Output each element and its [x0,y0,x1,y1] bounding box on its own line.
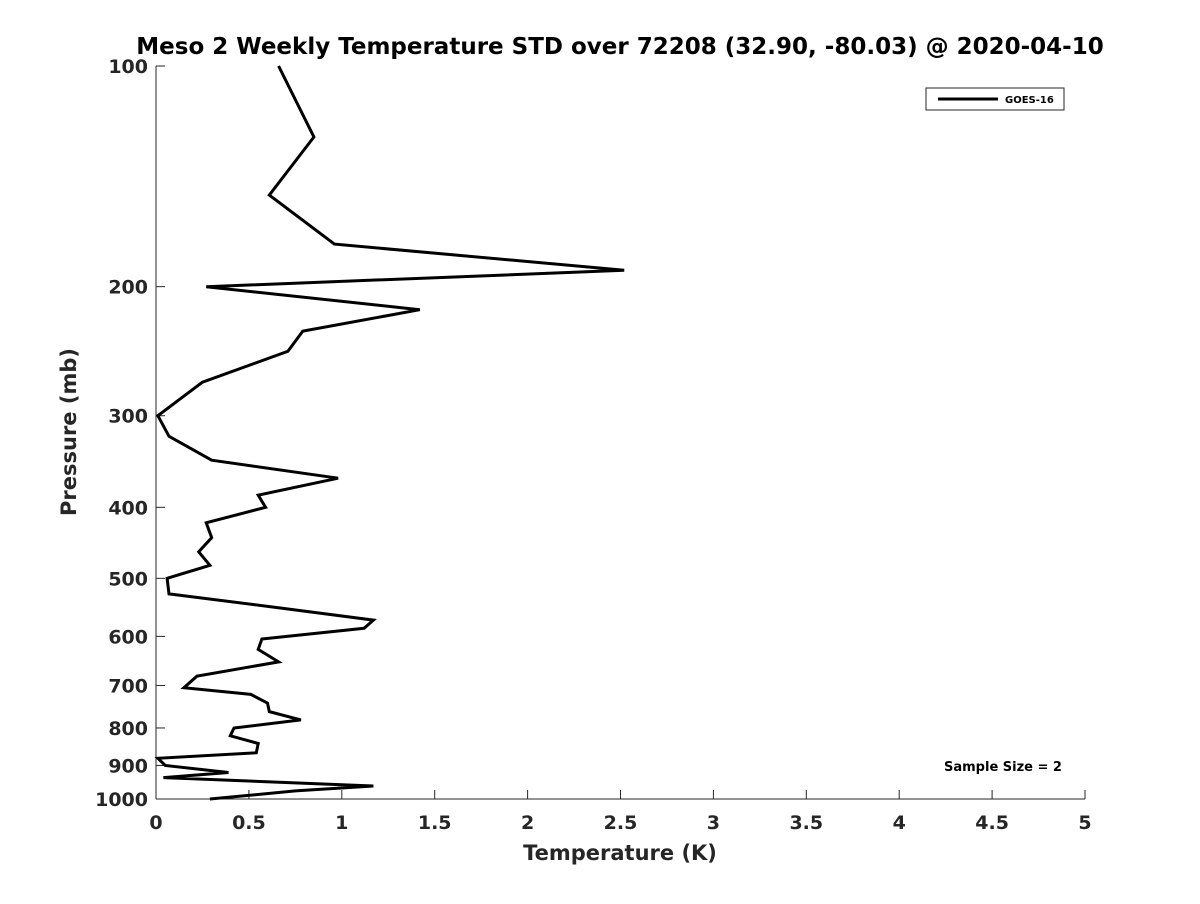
y-axis-label: Pressure (mb) [57,348,81,516]
x-tick-label: 1 [335,812,348,834]
x-tick-label: 2.5 [604,812,638,834]
y-tick-label: 400 [108,497,148,519]
chart-title: Meso 2 Weekly Temperature STD over 72208… [136,34,1103,60]
y-tick-label: 100 [108,56,148,78]
y-axis-ticks: 100 200 300 400 500 600 700 800 900 1000 [95,56,165,811]
x-tick-label: 0.5 [232,812,266,834]
legend: GOES-16 [925,87,1065,111]
sample-size-annotation: Sample Size = 2 [944,760,1062,775]
y-tick-label: 700 [108,675,148,697]
series-line-goes-16 [154,65,625,801]
x-axis-ticks: 0 0.5 1 1.5 2 2.5 3 3.5 4 4.5 5 [149,790,1092,834]
y-tick-label: 900 [108,755,148,777]
x-tick-label: 3 [707,812,720,834]
x-tick-label: 4.5 [975,812,1009,834]
y-tick-label: 300 [108,406,148,428]
plot-area [156,66,1085,799]
x-tick-label: 2 [521,812,534,834]
y-tick-label: 600 [108,626,148,648]
plot-axes: 0 0.5 1 1.5 2 2.5 3 3.5 4 4.5 5 100 200 300 400 500 600… [95,56,1092,834]
x-axis-label: Temperature (K) [523,841,717,865]
legend-label-goes-16: GOES-16 [1005,95,1054,106]
y-tick-label: 200 [108,277,148,299]
x-tick-label: 5 [1078,812,1091,834]
series-layer [154,65,625,801]
y-tick-label: 1000 [95,789,148,811]
x-tick-label: 0 [149,812,162,834]
x-tick-label: 1.5 [418,812,452,834]
x-tick-label: 3.5 [789,812,823,834]
y-tick-label: 800 [108,718,148,740]
x-tick-label: 4 [893,812,906,834]
y-tick-label: 500 [108,568,148,590]
